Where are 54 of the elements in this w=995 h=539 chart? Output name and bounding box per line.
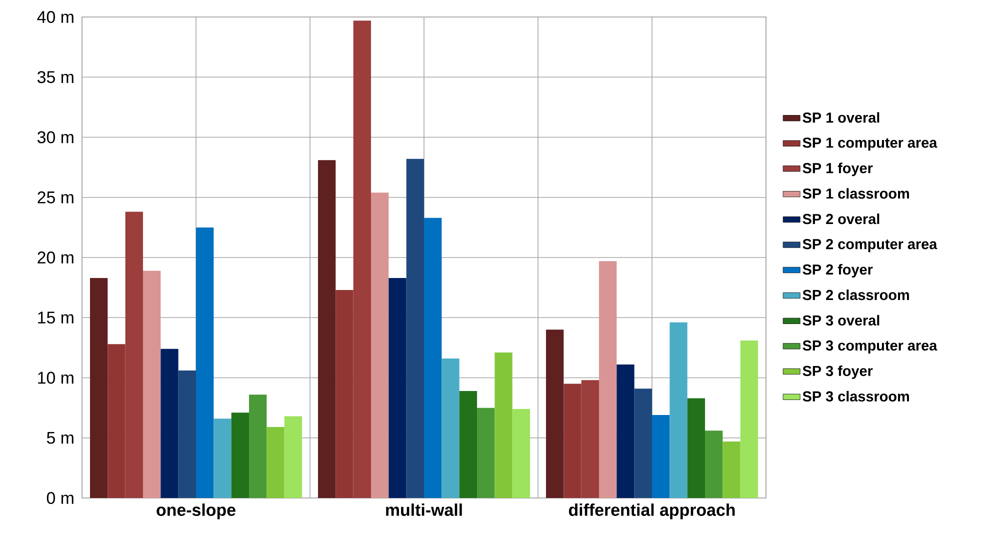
legend-label: SP 3 computer area bbox=[802, 340, 938, 354]
y-tick-label: 30 m bbox=[37, 131, 74, 144]
bar bbox=[705, 430, 723, 498]
bar bbox=[318, 160, 336, 498]
bar bbox=[634, 388, 652, 498]
y-tick-label: 10 m bbox=[38, 372, 74, 384]
legend-label: SP 2 overal bbox=[802, 214, 880, 224]
bar bbox=[477, 408, 495, 498]
bar bbox=[142, 270, 161, 498]
bar bbox=[598, 261, 617, 498]
bar bbox=[442, 358, 460, 498]
bar bbox=[687, 398, 706, 498]
bar bbox=[160, 348, 178, 498]
legend-label: SP 1 computer area bbox=[802, 138, 938, 151]
bar bbox=[90, 278, 108, 498]
bar bbox=[722, 441, 740, 498]
y-tick-label: 15 m bbox=[38, 312, 74, 324]
bar bbox=[370, 192, 389, 498]
legend-label: SP 2 computer area bbox=[802, 238, 938, 252]
legend-label: SP 1 foyer bbox=[802, 162, 873, 176]
bar bbox=[388, 278, 406, 498]
bar bbox=[494, 352, 512, 498]
y-tick-label: 40 m bbox=[37, 11, 74, 23]
bar bbox=[249, 394, 267, 498]
bar bbox=[266, 427, 284, 498]
y-tick-label: 0 m bbox=[46, 492, 74, 504]
y-tick-label: 35 m bbox=[37, 71, 74, 84]
bar bbox=[512, 409, 530, 498]
bar bbox=[231, 412, 250, 498]
x-tick-label: differential approach bbox=[568, 504, 735, 520]
bar bbox=[616, 364, 634, 498]
bar bbox=[284, 416, 302, 498]
x-tick-label: multi-wall bbox=[386, 504, 462, 516]
y-tick-label: 25 m bbox=[38, 191, 74, 204]
bar bbox=[214, 418, 232, 498]
bar bbox=[178, 370, 196, 498]
bar bbox=[740, 340, 758, 498]
bar bbox=[459, 390, 478, 498]
legend-label: SP 3 overal bbox=[802, 314, 880, 326]
bar bbox=[652, 415, 670, 498]
legend-label: SP 3 foyer bbox=[802, 365, 873, 379]
legend-label: SP 1 overal bbox=[802, 112, 880, 123]
bar bbox=[196, 227, 214, 498]
legend-label: SP 3 classroom bbox=[802, 390, 909, 402]
bar bbox=[670, 322, 688, 498]
legend-label: SP 2 classroom bbox=[802, 290, 909, 300]
bar bbox=[546, 330, 564, 498]
x-tick-label: one-slope bbox=[156, 504, 236, 520]
legend-label: SP 2 foyer bbox=[802, 264, 873, 278]
legend-label: SP 1 classroom bbox=[802, 188, 909, 199]
bar bbox=[424, 218, 442, 498]
bar bbox=[406, 158, 424, 498]
y-tick-label: 20 m bbox=[38, 252, 74, 264]
y-tick-label: 5 m bbox=[46, 432, 74, 444]
